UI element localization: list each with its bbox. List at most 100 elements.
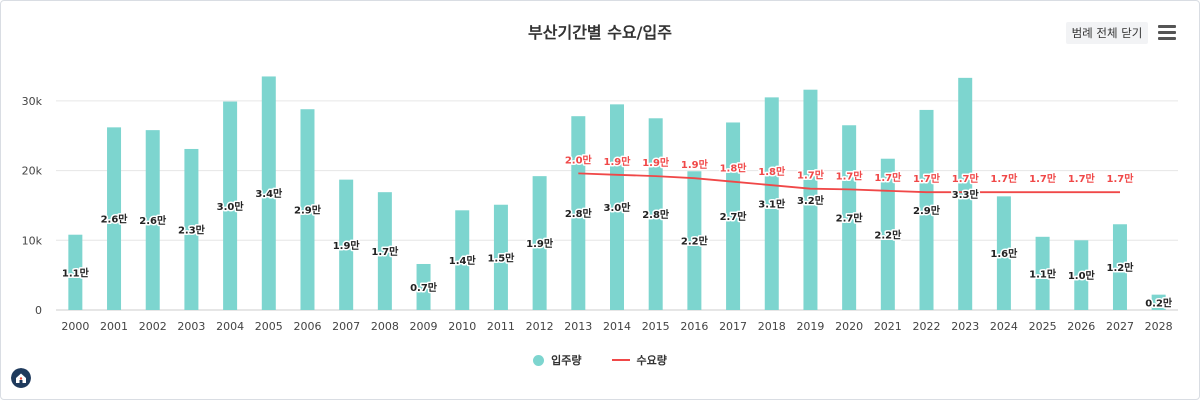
line-data-label: 1.7만 [1029,172,1057,185]
bar-data-label: 2.2만 [681,235,709,248]
bar[interactable] [803,89,818,311]
bar[interactable] [377,192,392,310]
bar[interactable] [919,109,934,310]
bar-data-label: 3.0만 [604,201,632,214]
line-data-label: 1.8만 [720,162,748,175]
bar[interactable] [416,263,431,310]
bar[interactable] [145,130,160,310]
bar-data-label: 2.2만 [874,228,902,241]
x-tick-label: 2021 [874,320,902,333]
bar[interactable] [1074,240,1089,310]
line-data-label: 1.9만 [604,155,632,168]
bar[interactable] [842,125,857,310]
bar-data-label: 0.7만 [410,281,438,294]
chart-legend: 입주량 수요량 [0,352,1200,368]
x-tick-label: 2006 [293,320,321,333]
bar-data-label: 1.5만 [487,251,515,264]
bar[interactable] [648,118,663,311]
bar-data-label: 1.6만 [990,247,1018,260]
bar-data-label: 3.2만 [797,194,825,207]
bar[interactable] [1035,236,1050,310]
line-data-label: 1.8만 [758,165,786,178]
x-tick-label: 2027 [1106,320,1134,333]
x-tick-label: 2012 [526,320,554,333]
line-data-label: 1.7만 [797,169,825,182]
x-tick-label: 2018 [758,320,786,333]
bar-data-label: 1.9만 [526,237,554,250]
bar-data-label: 3.4만 [255,187,283,200]
legend-toggle-button[interactable]: 범례 전체 닫기 [1066,22,1148,44]
line-data-label: 1.9만 [642,156,670,169]
bar[interactable] [532,176,547,310]
bar-data-label: 2.8만 [565,207,593,220]
bar[interactable] [68,234,83,310]
bar[interactable] [571,116,586,311]
bar[interactable] [726,122,741,311]
x-tick-label: 2026 [1067,320,1095,333]
x-tick-label: 2014 [603,320,631,333]
bar-data-label: 1.1만 [62,266,90,279]
bar-data-label: 3.3만 [952,188,980,201]
bar-data-label: 1.1만 [1029,267,1057,280]
bar-data-label: 3.1만 [758,198,786,211]
line-data-label: 1.7만 [952,172,980,185]
bar-data-label: 2.6만 [101,213,129,226]
line-data-label: 1.7만 [874,171,902,184]
x-tick-label: 2015 [642,320,670,333]
bar[interactable] [687,171,702,310]
y-tick-label: 30k [22,95,43,108]
bar[interactable] [455,210,470,310]
legend-item-supply[interactable]: 입주량 [533,352,582,368]
bar-data-label: 0.2만 [1145,296,1173,309]
legend-label-supply: 입주량 [551,354,582,367]
bar[interactable] [300,109,315,310]
x-tick-label: 2002 [139,320,167,333]
home-icon[interactable] [11,368,31,388]
line-data-label: 1.9만 [681,158,709,171]
bar[interactable] [764,97,779,310]
legend-line-icon [611,359,630,361]
bar-data-label: 1.2만 [1107,261,1135,274]
bar[interactable] [880,158,895,310]
bar[interactable] [610,104,624,310]
bar-data-label: 3.0만 [217,200,245,213]
x-tick-label: 2007 [332,320,360,333]
x-tick-label: 2020 [835,320,863,333]
bar[interactable] [107,127,122,310]
x-tick-label: 2005 [255,320,283,333]
line-data-label: 1.7만 [990,172,1018,185]
bar[interactable] [996,196,1011,310]
bar[interactable] [493,204,508,310]
x-tick-label: 2008 [371,320,399,333]
bar-data-label: 2.9만 [913,204,941,217]
line-data-label: 1.7만 [1068,172,1096,185]
bar[interactable] [339,179,354,310]
y-tick-label: 20k [22,165,43,178]
x-tick-label: 2004 [216,320,244,333]
chart-title: 부산기간별 수요/입주 [528,23,672,42]
bar[interactable] [958,77,973,310]
x-tick-label: 2013 [564,320,592,333]
bar-data-label: 2.7만 [720,210,748,223]
demand-line [578,172,1120,194]
bar-data-label: 2.6만 [139,214,167,227]
bar-data-label: 2.3만 [178,223,206,236]
bar[interactable] [1112,224,1127,310]
hamburger-menu-icon[interactable] [1158,25,1176,41]
bar-data-label: 2.7만 [836,212,864,225]
legend-circle-icon [533,354,545,366]
line-data-label: 2.0만 [565,153,593,166]
bar[interactable] [184,148,199,310]
bar[interactable] [261,76,276,310]
x-tick-label: 2025 [1029,320,1057,333]
x-tick-label: 2024 [990,320,1018,333]
bar-data-label: 2.9만 [294,204,322,217]
legend-item-demand[interactable]: 수요량 [611,352,667,368]
x-tick-label: 2017 [719,320,747,333]
bar-data-label: 1.7만 [371,245,399,258]
bar[interactable] [223,101,238,310]
y-tick-label: 0 [35,304,42,317]
x-tick-label: 2016 [680,320,708,333]
bar[interactable] [1151,294,1166,310]
x-tick-label: 2003 [177,320,205,333]
